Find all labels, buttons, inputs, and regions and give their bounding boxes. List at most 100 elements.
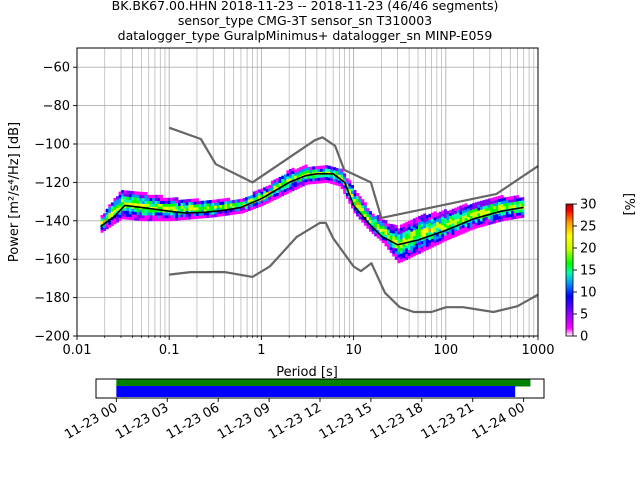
density-cell bbox=[482, 205, 486, 210]
density-cell bbox=[255, 201, 259, 206]
density-cell bbox=[116, 213, 120, 217]
density-cell bbox=[208, 205, 212, 210]
density-cell bbox=[387, 243, 391, 247]
density-cell bbox=[123, 210, 127, 214]
density-cell bbox=[281, 190, 285, 194]
density-cell bbox=[449, 224, 453, 228]
density-cell bbox=[379, 228, 383, 233]
density-cell bbox=[410, 225, 414, 229]
density-cell bbox=[487, 218, 491, 223]
density-cell bbox=[446, 210, 450, 215]
density-cell bbox=[116, 204, 120, 209]
density-cell bbox=[270, 189, 274, 193]
density-cell bbox=[263, 193, 267, 197]
density-cell bbox=[343, 173, 347, 177]
density-cell bbox=[128, 196, 132, 200]
density-cell bbox=[438, 240, 442, 244]
density-cell bbox=[456, 206, 460, 210]
density-cell bbox=[299, 184, 303, 188]
density-cell bbox=[314, 180, 318, 184]
density-cell bbox=[474, 207, 478, 212]
density-cell bbox=[464, 217, 468, 222]
density-cell bbox=[154, 215, 158, 219]
density-cell bbox=[430, 215, 434, 219]
density-cell bbox=[134, 211, 138, 215]
density-cell bbox=[278, 191, 282, 195]
density-cell bbox=[126, 202, 130, 206]
density-cell bbox=[412, 244, 416, 248]
density-cell bbox=[430, 241, 434, 245]
density-cell bbox=[412, 221, 416, 225]
density-cell bbox=[369, 225, 373, 229]
density-cell bbox=[423, 216, 427, 220]
density-cell bbox=[288, 171, 292, 176]
density-cell bbox=[425, 246, 429, 251]
density-cell bbox=[441, 233, 445, 237]
density-cell bbox=[123, 198, 127, 203]
density-cell bbox=[105, 214, 109, 218]
y-tick-label: −60 bbox=[43, 61, 70, 76]
density-cell bbox=[335, 173, 339, 177]
density-cell bbox=[369, 214, 373, 218]
density-cell bbox=[402, 229, 406, 233]
density-cell bbox=[446, 225, 450, 229]
density-cell bbox=[260, 199, 264, 204]
density-cell bbox=[343, 184, 347, 189]
density-cell bbox=[224, 201, 228, 205]
density-cell bbox=[356, 193, 360, 197]
density-cell bbox=[451, 228, 455, 233]
density-cell bbox=[480, 220, 484, 225]
density-cell bbox=[131, 211, 135, 215]
density-cell bbox=[154, 194, 158, 199]
density-cell bbox=[167, 206, 171, 210]
density-cell bbox=[371, 216, 375, 220]
density-cell bbox=[482, 200, 486, 204]
density-cell bbox=[425, 243, 429, 248]
density-cell bbox=[134, 194, 138, 198]
density-cell bbox=[459, 217, 463, 221]
density-cell bbox=[487, 204, 491, 208]
density-cell bbox=[407, 232, 411, 236]
density-cell bbox=[296, 182, 300, 186]
density-cell bbox=[436, 212, 440, 217]
density-cell bbox=[392, 233, 396, 237]
density-cell bbox=[433, 234, 437, 238]
density-cell bbox=[283, 177, 287, 181]
density-cell bbox=[464, 209, 468, 213]
density-cell bbox=[500, 215, 504, 219]
density-cell bbox=[260, 188, 264, 192]
density-cell bbox=[348, 180, 352, 184]
density-cell bbox=[418, 250, 422, 254]
density-cell bbox=[418, 218, 422, 223]
density-cell bbox=[196, 215, 200, 219]
x-axis-label: Period [s] bbox=[276, 365, 338, 380]
density-cell bbox=[436, 221, 440, 225]
density-cell bbox=[500, 212, 504, 216]
density-cell bbox=[332, 175, 336, 180]
density-cell bbox=[420, 220, 424, 224]
density-cell bbox=[485, 205, 489, 209]
density-cell bbox=[227, 212, 231, 216]
density-cell bbox=[283, 188, 287, 193]
density-cell bbox=[384, 222, 388, 227]
density-cell bbox=[350, 193, 354, 198]
density-cell bbox=[147, 203, 150, 207]
density-cell bbox=[387, 240, 391, 245]
density-cell bbox=[454, 216, 458, 220]
density-cell bbox=[221, 207, 225, 211]
density-cell bbox=[410, 248, 414, 252]
plot-frame bbox=[76, 47, 539, 337]
density-cell bbox=[366, 208, 370, 212]
density-cell bbox=[511, 210, 514, 214]
density-cell bbox=[136, 211, 140, 215]
density-cell bbox=[451, 231, 455, 236]
density-cell bbox=[159, 203, 163, 207]
density-cell bbox=[327, 174, 331, 178]
density-cell bbox=[224, 209, 228, 213]
density-cell bbox=[103, 227, 107, 232]
density-cell bbox=[330, 177, 334, 182]
density-cell bbox=[446, 213, 450, 218]
density-cell bbox=[134, 208, 138, 212]
density-cell bbox=[423, 248, 427, 252]
density-cell bbox=[348, 191, 352, 196]
